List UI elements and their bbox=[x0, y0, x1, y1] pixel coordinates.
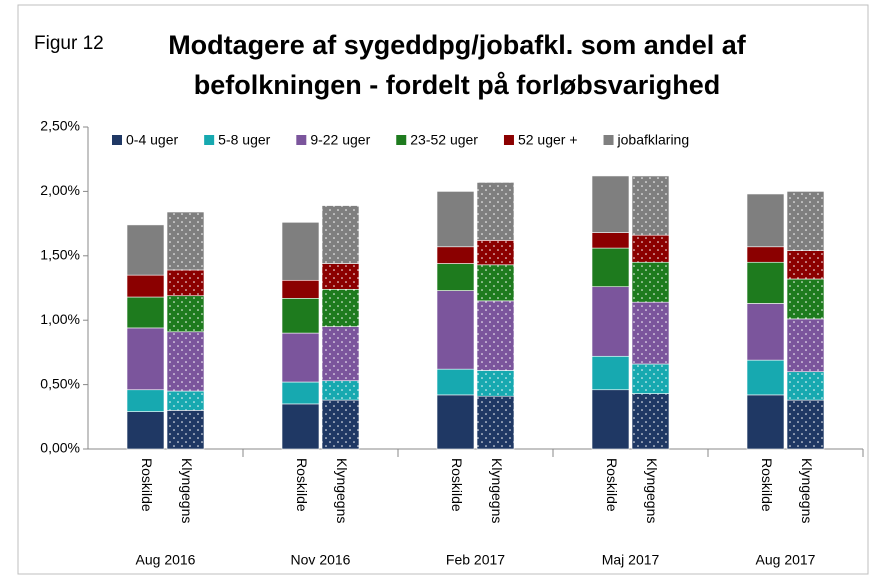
category-label: Klyngegns bbox=[179, 458, 195, 523]
y-tick-label: 0,50% bbox=[40, 375, 80, 391]
category-label: Roskilde bbox=[759, 458, 775, 512]
group-label: Feb 2017 bbox=[446, 552, 505, 568]
bar-segment bbox=[281, 222, 320, 281]
legend-label: 0-4 uger bbox=[126, 132, 178, 148]
bar-segment bbox=[281, 332, 320, 383]
bar-segment bbox=[476, 240, 515, 266]
bar-segment bbox=[786, 371, 825, 401]
group-label: Maj 2017 bbox=[602, 552, 660, 568]
y-tick-label: 0,00% bbox=[40, 440, 80, 456]
group-label: Aug 2017 bbox=[756, 552, 816, 568]
bar-segment bbox=[321, 288, 360, 327]
bar-segment bbox=[746, 261, 785, 304]
bar-segment bbox=[746, 246, 785, 263]
bar-segment bbox=[591, 389, 630, 450]
legend-swatch bbox=[204, 135, 215, 145]
bar-segment bbox=[166, 390, 205, 411]
bar-segment bbox=[786, 191, 825, 251]
bar-segment bbox=[591, 247, 630, 288]
bar-segment bbox=[476, 370, 515, 397]
bar-segment bbox=[281, 403, 320, 450]
bar-segment bbox=[476, 300, 515, 371]
legend-label: jobafklaring bbox=[617, 132, 690, 148]
category-label: Klyngegns bbox=[644, 458, 660, 523]
bar-segment bbox=[281, 298, 320, 334]
bar-segment bbox=[321, 380, 360, 401]
bar-segment bbox=[476, 182, 515, 241]
chart-title: Modtagere af sygeddpg/jobafkl. som andel… bbox=[168, 30, 747, 60]
legend-label: 9-22 uger bbox=[310, 132, 370, 148]
bar-segment bbox=[476, 395, 515, 450]
bar-segment bbox=[631, 234, 670, 263]
bar-segment bbox=[321, 205, 360, 264]
legend-swatch bbox=[503, 135, 514, 145]
bar-segment bbox=[436, 394, 475, 450]
bar-segment bbox=[436, 263, 475, 291]
legend-swatch bbox=[603, 135, 614, 145]
bar-segment bbox=[126, 327, 165, 391]
bar-segment bbox=[126, 389, 165, 412]
group-label: Nov 2016 bbox=[291, 552, 351, 568]
bar-segment bbox=[631, 393, 670, 450]
bar-segment bbox=[786, 318, 825, 373]
bar-segment bbox=[746, 394, 785, 450]
bar-segment bbox=[126, 274, 165, 298]
bar-segment bbox=[281, 279, 320, 299]
category-label: Klyngegns bbox=[334, 458, 350, 523]
bar-segment bbox=[631, 301, 670, 365]
y-tick-label: 1,00% bbox=[40, 311, 80, 327]
bar-segment bbox=[166, 295, 205, 333]
bar-segment bbox=[281, 381, 320, 405]
chart-title: befolkningen - fordelt på forløbsvarighe… bbox=[194, 70, 721, 100]
bar-segment bbox=[786, 278, 825, 320]
category-label: Roskilde bbox=[139, 458, 155, 512]
bar-segment bbox=[746, 193, 785, 248]
bar-segment bbox=[166, 211, 205, 271]
category-label: Klyngegns bbox=[799, 458, 815, 523]
bar-segment bbox=[436, 191, 475, 248]
bar-segment bbox=[321, 326, 360, 382]
legend-label: 52 uger + bbox=[518, 132, 578, 148]
legend-label: 5-8 uger bbox=[218, 132, 270, 148]
bar-segment bbox=[786, 399, 825, 450]
bar-segment bbox=[166, 331, 205, 392]
bar-segment bbox=[591, 232, 630, 249]
legend-swatch bbox=[296, 135, 307, 145]
bar-segment bbox=[126, 224, 165, 276]
bar-segment bbox=[436, 246, 475, 264]
figure-label: Figur 12 bbox=[34, 33, 104, 54]
legend-swatch bbox=[396, 135, 407, 145]
bar-segment bbox=[321, 263, 360, 290]
bar-segment bbox=[321, 399, 360, 450]
bar-segment bbox=[126, 296, 165, 329]
bar-segment bbox=[746, 303, 785, 361]
bar-segment bbox=[126, 411, 165, 450]
y-tick-label: 2,00% bbox=[40, 182, 80, 198]
legend-swatch bbox=[112, 135, 122, 145]
bar-segment bbox=[166, 269, 205, 297]
group-label: Aug 2016 bbox=[136, 552, 196, 568]
bar-segment bbox=[436, 368, 475, 396]
bar-segment bbox=[746, 359, 785, 396]
bar-segment bbox=[631, 175, 670, 236]
legend-label: 23-52 uger bbox=[410, 132, 478, 148]
bar-segment bbox=[591, 286, 630, 357]
category-label: Klyngegns bbox=[489, 458, 505, 523]
bar-segment bbox=[591, 175, 630, 233]
bar-segment bbox=[476, 264, 515, 302]
bar-segment bbox=[436, 290, 475, 370]
bar-segment bbox=[591, 355, 630, 391]
bar-segment bbox=[786, 250, 825, 280]
category-label: Roskilde bbox=[294, 458, 310, 512]
bar-segment bbox=[631, 261, 670, 303]
category-label: Roskilde bbox=[604, 458, 620, 512]
y-tick-label: 2,50% bbox=[40, 118, 80, 134]
y-tick-label: 1,50% bbox=[40, 247, 80, 263]
bar-segment bbox=[631, 363, 670, 394]
category-label: Roskilde bbox=[449, 458, 465, 512]
bar-segment bbox=[166, 410, 205, 450]
